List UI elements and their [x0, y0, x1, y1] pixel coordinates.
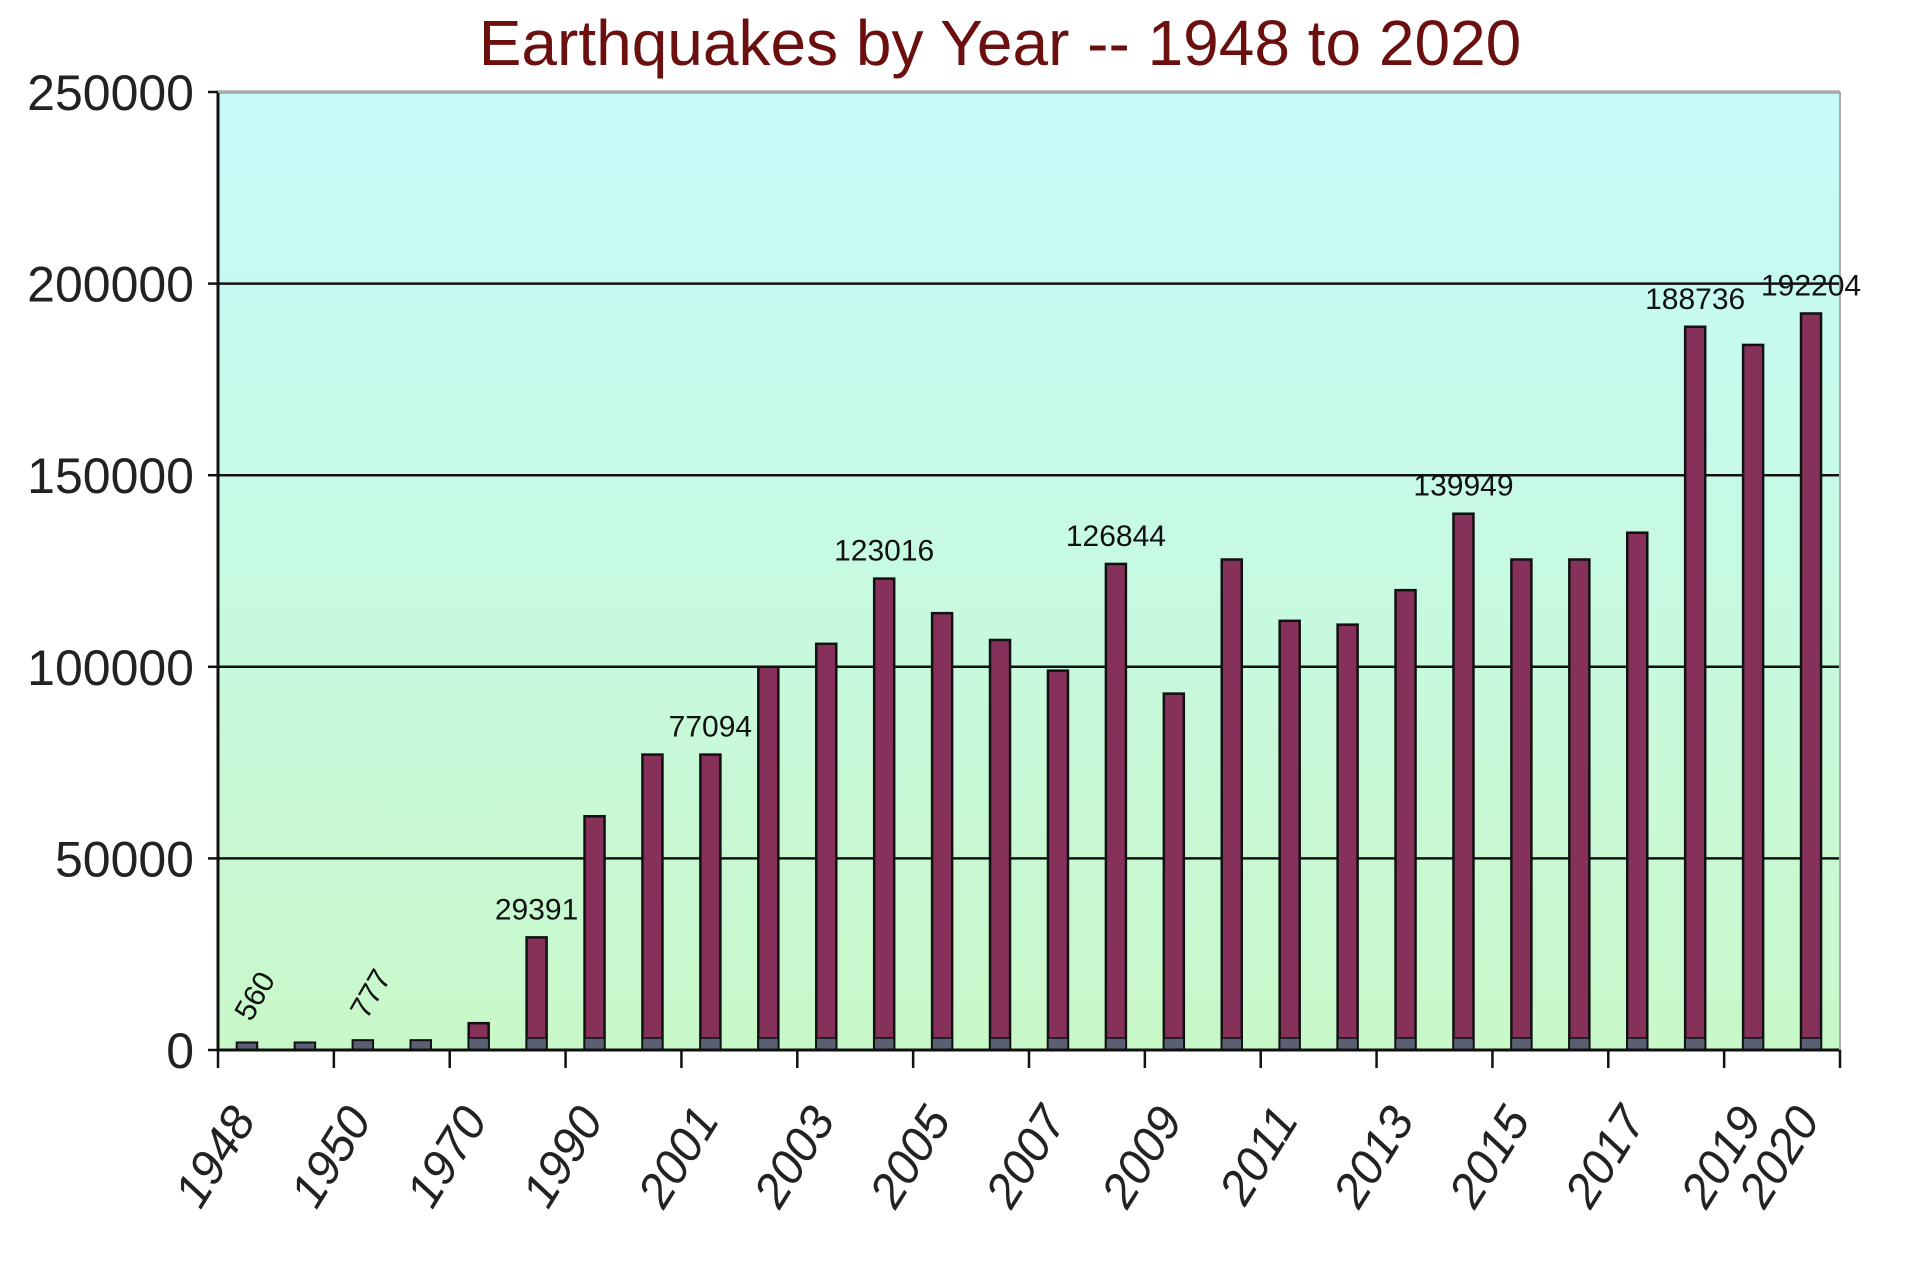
bar-base-2003	[815, 1037, 837, 1051]
bar-2004	[872, 577, 896, 1052]
data-label: 29391	[495, 893, 578, 926]
x-tick-label: 2003	[744, 1097, 846, 1217]
x-tick-label: 2001	[628, 1098, 730, 1217]
y-axis-ticks: 0 50000 100000 150000 200000 250000	[27, 65, 218, 1079]
bar-2000	[641, 753, 664, 1052]
bar-base-2007	[1047, 1037, 1069, 1051]
x-axis-ticks: 1948 1950 1970 1990 2001 2003 2005 2007 2009 2011…	[165, 1050, 1842, 1217]
x-tick-label: 1950	[281, 1097, 383, 1216]
bar-base-2002	[757, 1037, 780, 1051]
y-tick-label: 50000	[55, 831, 194, 887]
plot-area	[218, 92, 1840, 1050]
x-tick-label: 2009	[1091, 1098, 1193, 1217]
data-label: 139949	[1413, 470, 1513, 503]
bar-base-2011	[1278, 1037, 1301, 1051]
bar-base-2004	[873, 1037, 895, 1051]
bar-2014	[1452, 512, 1475, 1052]
bar-1990	[583, 814, 606, 1052]
x-tick-label: 2007	[975, 1096, 1078, 1217]
bar-2013	[1394, 588, 1417, 1052]
y-tick-label: 200000	[27, 257, 194, 313]
bar-2001	[699, 753, 722, 1052]
bar-2007	[1046, 669, 1070, 1052]
bar-2008	[1104, 562, 1128, 1052]
bar-2019	[1741, 343, 1765, 1052]
bar-base-1970	[467, 1037, 490, 1051]
x-tick-label: 1970	[396, 1097, 498, 1216]
bar-2011	[1278, 619, 1301, 1052]
x-tick-label: 1990	[512, 1097, 614, 1216]
x-tick-label: 2015	[1439, 1097, 1541, 1217]
bar-2005	[930, 611, 954, 1052]
y-tick-label: 100000	[27, 640, 194, 696]
bar-base-2008	[1105, 1037, 1127, 1051]
bar-base-2012	[1336, 1037, 1359, 1051]
bar-2010	[1220, 558, 1243, 1052]
data-label: 123016	[834, 535, 934, 568]
bar-base-1980	[525, 1037, 548, 1051]
bar-2002	[757, 665, 780, 1052]
bar-base-2000	[641, 1037, 664, 1051]
x-tick-label: 2017	[1555, 1096, 1658, 1217]
x-tick-label: 1948	[165, 1097, 267, 1216]
bar-base-2017	[1626, 1037, 1648, 1051]
bar-base-2009	[1163, 1037, 1185, 1051]
x-tick-label: 2005	[859, 1097, 961, 1217]
bar-base-2016	[1568, 1037, 1591, 1051]
bar-1980	[525, 936, 548, 1052]
bar-base-2013	[1394, 1037, 1417, 1051]
bar-2015	[1510, 558, 1533, 1052]
bar-base-2018	[1684, 1037, 1706, 1051]
bar-2003	[815, 642, 838, 1052]
bar-2020	[1799, 312, 1823, 1052]
data-label: 188736	[1645, 283, 1745, 316]
bar-2016	[1568, 558, 1591, 1052]
bar-base-2005	[931, 1037, 953, 1051]
bar-base-2015	[1510, 1037, 1533, 1051]
bar-2012	[1336, 623, 1359, 1052]
x-tick-label: 2011	[1209, 1098, 1309, 1214]
bar-base-1990	[583, 1037, 606, 1051]
bar-base-2020	[1800, 1037, 1822, 1051]
y-tick-label: 150000	[27, 448, 194, 504]
data-label: 77094	[669, 711, 752, 744]
chart-title: Earthquakes by Year -- 1948 to 2020	[479, 7, 1522, 79]
bar-base-2006	[989, 1037, 1011, 1051]
bar-2006	[988, 638, 1012, 1052]
y-tick-label: 250000	[27, 65, 194, 121]
bar-2018	[1683, 325, 1707, 1052]
bar-base-2014	[1452, 1037, 1475, 1051]
bar-base-2019	[1742, 1037, 1764, 1051]
bar-2017	[1626, 531, 1649, 1052]
y-tick-label: 0	[166, 1023, 194, 1079]
bar-base-2001	[699, 1037, 722, 1051]
bar-2009	[1162, 692, 1186, 1052]
data-label: 192204	[1761, 269, 1861, 302]
data-label: 126844	[1066, 520, 1166, 553]
bar-base-2010	[1221, 1037, 1243, 1051]
x-tick-label: 2013	[1323, 1097, 1425, 1217]
